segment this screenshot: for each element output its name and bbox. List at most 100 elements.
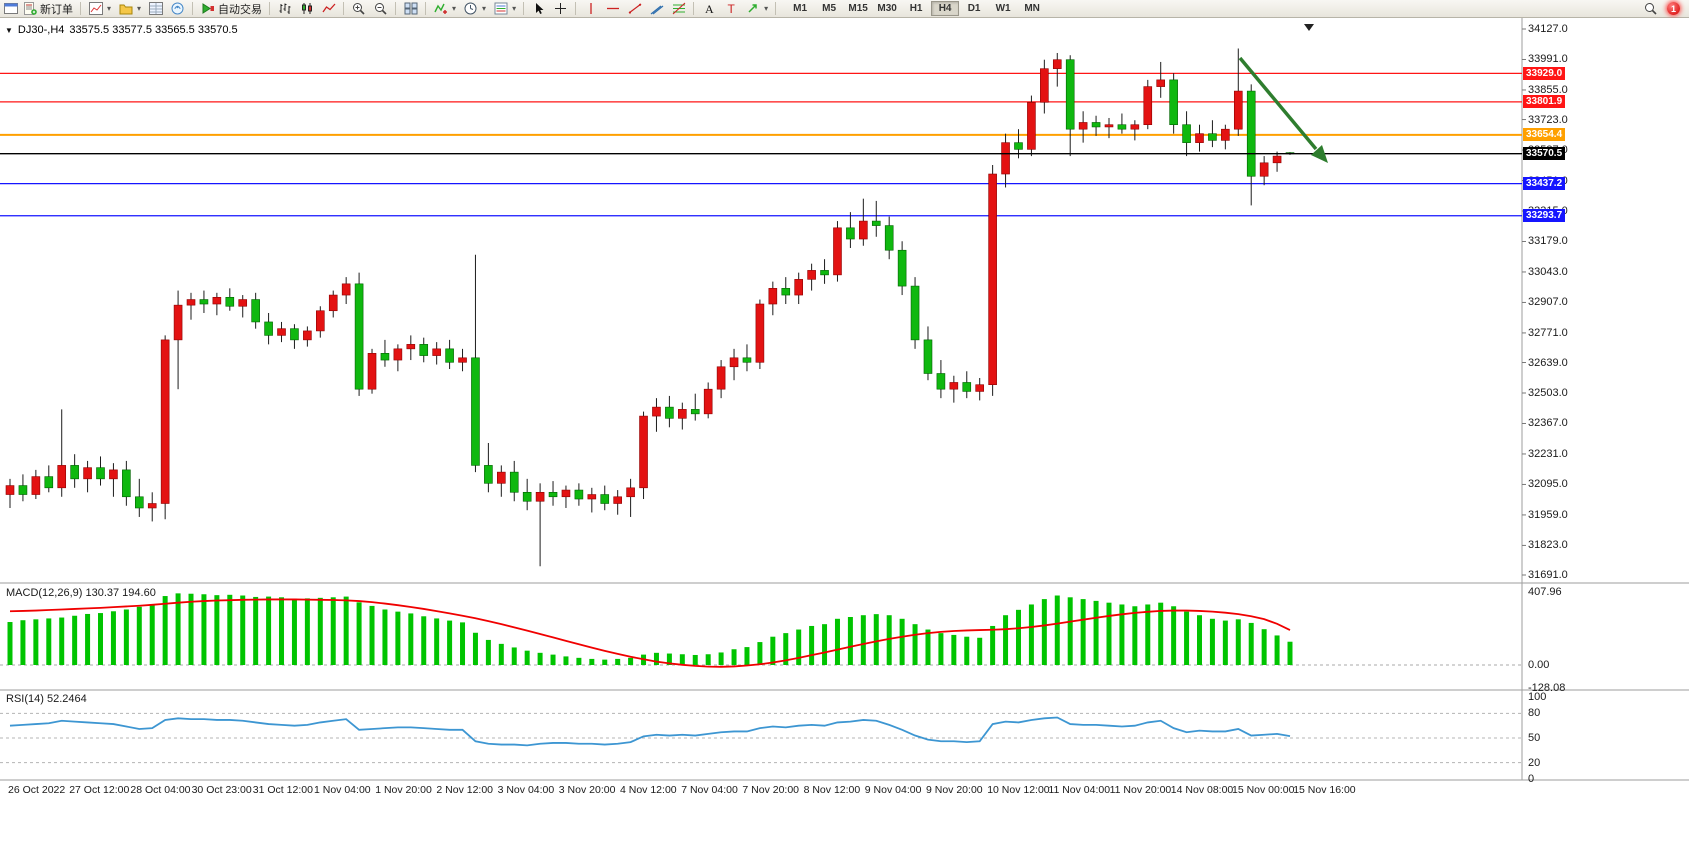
date-tick-label: 7 Nov 04:00 (681, 784, 738, 796)
date-tick-label: 11 Nov 20:00 (1109, 784, 1172, 796)
vertical-line-button[interactable] (580, 1, 601, 17)
arrows-button[interactable]: ▾ (742, 1, 771, 17)
timeframe-w1[interactable]: W1 (995, 3, 1011, 14)
current-price-label: 33570.5 (1523, 147, 1566, 161)
trendline-button[interactable] (624, 1, 645, 17)
horizontal-line-icon (605, 2, 620, 16)
timeframe-m30[interactable]: M30 (877, 3, 897, 14)
new-chart-button[interactable]: ▾ (85, 1, 114, 17)
price-tick-label: 33043.0 (1528, 265, 1568, 278)
macd-axis-label: 407.96 (1528, 586, 1562, 598)
auto-trading-icon (200, 2, 215, 16)
price-tick-label: 32503.0 (1528, 387, 1568, 399)
price-tick-label: 32231.0 (1528, 447, 1568, 460)
price-tick-label: 32639.0 (1528, 356, 1568, 369)
dropdown-caret-icon: ▾ (452, 4, 457, 13)
downtrend-arrow (1238, 56, 1318, 151)
svg-text:A: A (705, 2, 714, 15)
fibonacci-button[interactable] (668, 1, 689, 17)
date-tick-label: 1 Nov 04:00 (314, 784, 371, 796)
toolbar-separator (693, 2, 695, 15)
notification-badge[interactable]: 1 (1667, 2, 1680, 15)
auto-trading-button[interactable]: 自动交易 (197, 1, 265, 17)
rsi-value: 52.2464 (46, 693, 87, 705)
tile-windows-icon (403, 2, 418, 16)
date-tick-label: 27 Oct 12:00 (69, 784, 130, 796)
date-tick-label: 15 Nov 00:00 (1232, 784, 1295, 796)
rsi-axis-label: 100 (1528, 691, 1547, 703)
toolbar-right-group: 1 (1640, 1, 1686, 17)
label-button[interactable]: T (720, 1, 741, 17)
tile-windows-button[interactable] (400, 1, 421, 17)
candlestick-chart-button[interactable] (296, 1, 317, 17)
rsi-axis-label: 0 (1528, 773, 1535, 785)
date-tick-label: 4 Nov 12:00 (620, 784, 677, 796)
toolbar-separator (192, 2, 194, 15)
indicators-button[interactable]: ▾ (430, 1, 459, 17)
price-line-label: 33801.9 (1523, 95, 1566, 109)
macd-axis-label: 0.00 (1528, 659, 1550, 671)
templates-button[interactable]: ▾ (490, 1, 519, 17)
market-watch-icon (148, 2, 163, 16)
trendline-icon (627, 2, 642, 16)
date-tick-label: 30 Oct 23:00 (191, 784, 252, 796)
window-icon (3, 2, 18, 16)
timeframe-m1[interactable]: M1 (793, 3, 808, 14)
templates-icon (493, 2, 508, 16)
timeframe-h1[interactable]: H1 (909, 3, 923, 14)
date-tick-label: 9 Nov 04:00 (864, 784, 922, 796)
timeframe-d1[interactable]: D1 (967, 3, 981, 14)
search-icon (1643, 2, 1658, 16)
timeframe-m15[interactable]: M15 (848, 3, 868, 14)
data-window-icon (170, 2, 185, 16)
rsi-axis-label: 20 (1528, 756, 1541, 769)
arrow-tool-icon (745, 2, 760, 16)
indicators-icon (433, 2, 448, 16)
fibonacci-icon (671, 2, 686, 16)
price-line-label: 33437.2 (1523, 177, 1566, 191)
new-order-label: 新订单 (40, 3, 73, 16)
toolbar-separator (269, 2, 271, 15)
price-tick-label: 33855.0 (1528, 83, 1568, 96)
profiles-icon (118, 2, 133, 16)
price-tick-label: 31959.0 (1528, 508, 1568, 521)
toolbar-separator (425, 2, 427, 15)
crosshair-icon (553, 2, 568, 16)
date-tick-label: 11 Nov 04:00 (1048, 784, 1111, 796)
macd-name: MACD(12,26,9) (6, 587, 83, 599)
timeframe-mn[interactable]: MN (1024, 3, 1040, 14)
bars-chart-icon (277, 2, 292, 16)
timeframe-m5[interactable]: M5 (822, 3, 837, 14)
zoom-in-button[interactable] (348, 1, 369, 17)
timeframe-h4[interactable]: H4 (931, 1, 960, 16)
zoom-out-button[interactable] (370, 1, 391, 17)
svg-text:T: T (727, 2, 735, 15)
horizontal-line-button[interactable] (602, 1, 623, 17)
periods-button[interactable]: ▾ (460, 1, 489, 17)
text-button[interactable]: A (698, 1, 719, 17)
price-tick-label: 33723.0 (1528, 113, 1568, 126)
new-chart-icon (88, 2, 103, 16)
date-tick-label: 8 Nov 12:00 (803, 784, 861, 796)
cursor-button[interactable] (528, 1, 549, 17)
price-tick-label: 33179.0 (1528, 235, 1568, 248)
date-tick-label: 7 Nov 20:00 (742, 784, 800, 796)
toolbar-separator (343, 2, 345, 15)
chart-ohlc: 33575.5 33577.5 33565.5 33570.5 (69, 24, 238, 36)
toolbar-separator (80, 2, 81, 15)
crosshair-button[interactable] (550, 1, 571, 17)
profiles-button[interactable]: ▾ (115, 1, 144, 17)
date-tick-label: 15 Nov 16:00 (1293, 784, 1356, 796)
chart-canvas[interactable] (0, 18, 1689, 862)
dropdown-caret-icon: ▾ (107, 4, 112, 13)
line-chart-button[interactable] (318, 1, 339, 17)
channel-button[interactable] (646, 1, 667, 17)
chart-area[interactable]: ▼ DJ30-,H4 33575.5 33577.5 33565.5 33570… (0, 18, 1689, 862)
search-button[interactable] (1640, 1, 1661, 17)
chart-menu-toggle-icon[interactable]: ▼ (5, 25, 13, 35)
data-window-button[interactable] (167, 1, 188, 17)
market-watch-button[interactable] (145, 1, 166, 17)
new-order-button[interactable]: 新订单 (19, 1, 76, 17)
vertical-line-icon (583, 2, 598, 16)
bars-chart-button[interactable] (274, 1, 295, 17)
